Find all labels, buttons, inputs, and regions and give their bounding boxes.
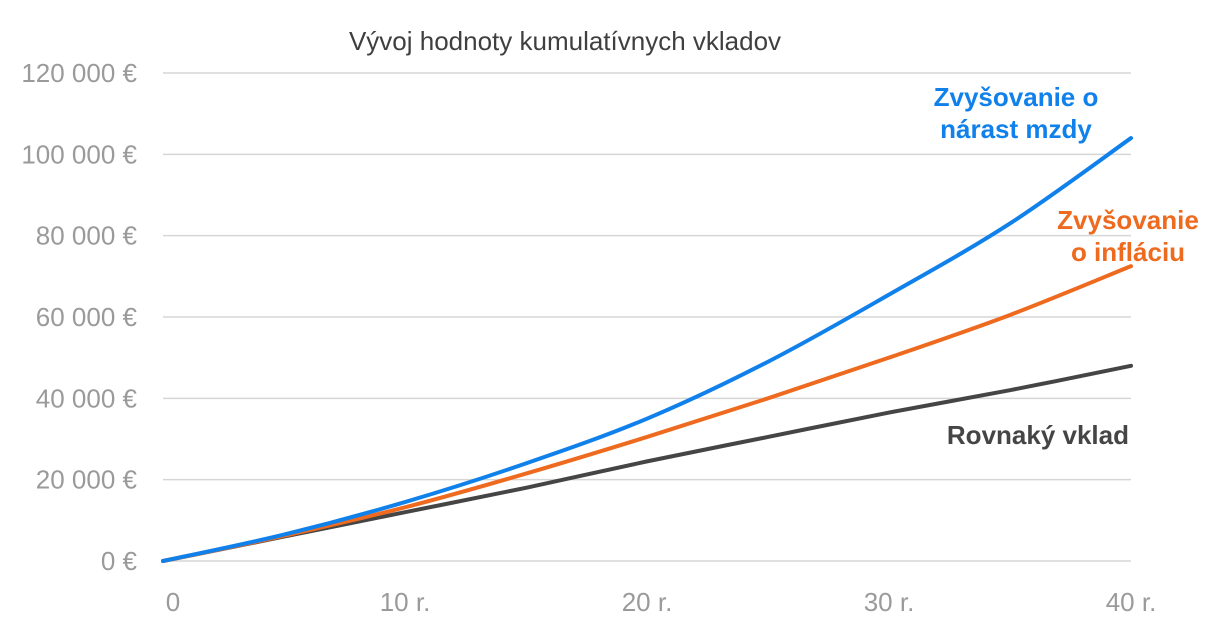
y-tick-label: 80 000 €	[36, 221, 138, 251]
series-label-mzda: Zvyšovanie o nárast mzdy	[934, 82, 1099, 144]
y-tick-label: 0 €	[101, 546, 138, 576]
x-tick-label: 10 r.	[380, 587, 431, 617]
x-tick-label: 20 r.	[622, 587, 673, 617]
series-label-inflacia: Zvyšovanie o infláciu	[1057, 205, 1199, 267]
x-tick-label: 40 r.	[1106, 587, 1157, 617]
y-tick-label: 20 000 €	[36, 465, 138, 495]
x-axis-ticks: 0 10 r. 20 r. 30 r. 40 r.	[166, 587, 1157, 617]
x-tick-label: 30 r.	[864, 587, 915, 617]
y-tick-label: 100 000 €	[21, 139, 137, 169]
series-label-rovnaky: Rovnaký vklad	[947, 420, 1129, 450]
series-line-inflacia	[161, 264, 1133, 563]
series-lines	[161, 136, 1133, 563]
y-axis-ticks: 0 € 20 000 € 40 000 € 60 000 € 80 000 € 100 0…	[21, 58, 137, 576]
grid-lines	[163, 72, 1131, 562]
series-labels: Rovnaký vklad Zvyšovanie o infláciu Zvyšova…	[934, 82, 1199, 450]
y-tick-label: 120 000 €	[21, 58, 137, 88]
chart-title: Vývoj hodnoty kumulatívnych vkladov	[349, 26, 781, 56]
series-line-mzda	[161, 136, 1133, 563]
y-tick-label: 60 000 €	[36, 302, 138, 332]
y-tick-label: 40 000 €	[36, 383, 138, 413]
x-tick-label: 0	[166, 587, 180, 617]
